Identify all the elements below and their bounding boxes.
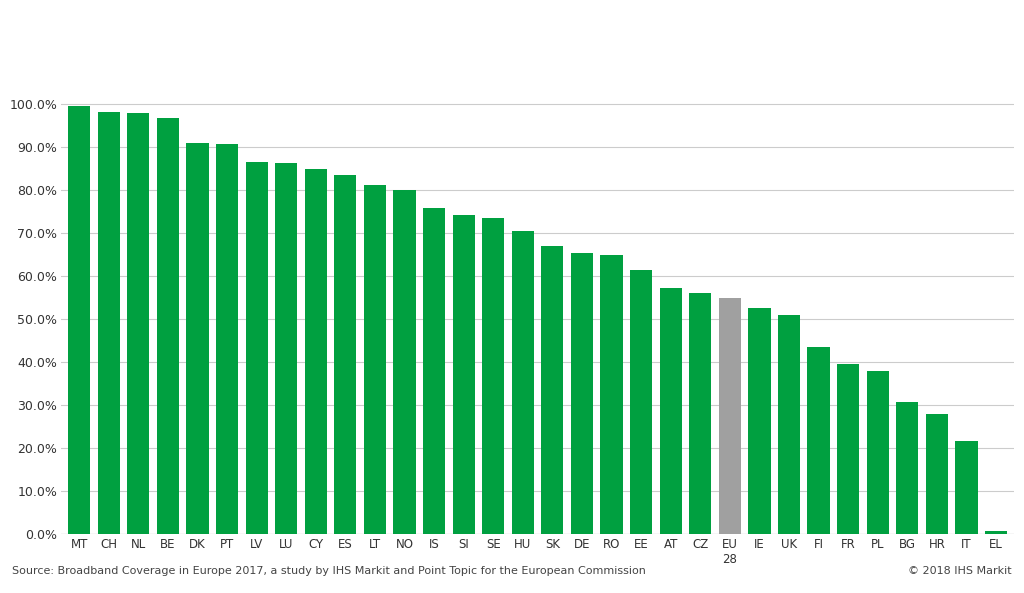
Bar bbox=[157, 118, 179, 534]
Text: Source: Broadband Coverage in Europe 2017, a study by IHS Markit and Point Topic: Source: Broadband Coverage in Europe 201… bbox=[12, 566, 646, 576]
Text: © 2018 IHS Markit: © 2018 IHS Markit bbox=[908, 566, 1012, 576]
Bar bbox=[866, 371, 889, 534]
Bar bbox=[246, 161, 267, 534]
Bar bbox=[778, 315, 800, 534]
Bar bbox=[689, 294, 712, 534]
Bar bbox=[127, 113, 150, 534]
Bar bbox=[630, 270, 652, 534]
Bar bbox=[186, 143, 209, 534]
Bar bbox=[453, 215, 475, 534]
Bar bbox=[512, 231, 534, 534]
Bar bbox=[570, 253, 593, 534]
Bar bbox=[423, 208, 445, 534]
Bar bbox=[334, 176, 356, 534]
Bar bbox=[985, 531, 1008, 534]
Bar bbox=[305, 169, 327, 534]
Bar bbox=[216, 144, 239, 534]
Bar bbox=[482, 218, 505, 534]
Bar bbox=[97, 111, 120, 534]
Bar bbox=[659, 288, 682, 534]
Bar bbox=[955, 441, 978, 534]
Bar bbox=[275, 163, 297, 534]
Bar bbox=[600, 255, 623, 534]
Text: Speed coverage by country: At least 100Mbps download, 2017: Speed coverage by country: At least 100M… bbox=[12, 25, 646, 43]
Bar bbox=[808, 347, 829, 534]
Bar bbox=[542, 246, 563, 534]
Bar bbox=[68, 106, 90, 534]
Bar bbox=[837, 364, 859, 534]
Bar bbox=[364, 185, 386, 534]
Bar bbox=[719, 298, 741, 534]
Bar bbox=[926, 413, 948, 534]
Bar bbox=[749, 308, 770, 534]
Bar bbox=[896, 402, 919, 534]
Bar bbox=[393, 190, 416, 534]
